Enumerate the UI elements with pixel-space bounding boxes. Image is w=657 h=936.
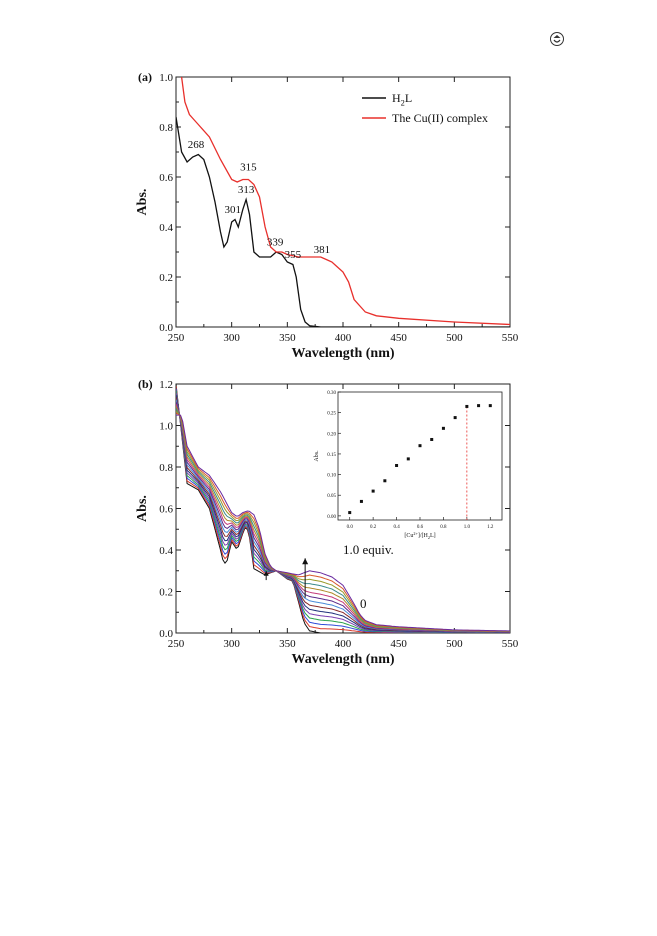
y-tick-label: 0.2 (159, 587, 173, 599)
inset-x-tick-label: 1.2 (487, 525, 494, 530)
arrow-head (302, 558, 309, 565)
y-tick-label: 0.6 (159, 504, 173, 516)
x-tick-label: 350 (279, 638, 296, 650)
inset-y-tick-label: 0.10 (327, 474, 336, 479)
x-tick-label: 500 (446, 638, 463, 650)
inset-data-point (395, 463, 399, 467)
plot-group: 250 300 350 400 450 500 550 0.0 0.2 0.4 0.6 0.8 1.0 1… (135, 377, 519, 667)
plot-group: 250 300 350 400 450 500 550 0.0 0.2 0.4 0.6 0.8 1.0 (… (135, 70, 519, 361)
x-tick-label: 300 (223, 638, 240, 650)
inset-y-tick-label: 0.30 (327, 391, 336, 396)
x-tick-label: 550 (502, 638, 519, 650)
inset-data-point (418, 444, 422, 448)
x-tick-label: 550 (502, 332, 519, 344)
zero-label: 0 (360, 596, 367, 611)
x-tick-label: 500 (446, 332, 463, 344)
panel-label: (b) (138, 377, 153, 391)
y-tick-label: 0.6 (159, 172, 173, 184)
x-tick-label: 450 (390, 638, 407, 650)
peak-label: 355 (285, 249, 302, 261)
series-line-cu-complex (180, 77, 510, 326)
inset-frame (337, 391, 503, 521)
y-tick-label: 0.4 (159, 222, 173, 234)
y-axis-label: Abs. (135, 495, 150, 522)
inset-x-tick-label: 0.4 (393, 525, 400, 530)
x-tick-label: 450 (390, 332, 407, 344)
inset-y-tick-label: 0.00 (327, 515, 336, 520)
legend-label: The Cu(II) complex (392, 111, 488, 125)
y-tick-label: 1.0 (159, 421, 173, 433)
inset-data-point (441, 426, 445, 430)
x-tick-label: 350 (279, 332, 296, 344)
peak-label: 301 (225, 204, 242, 216)
inset-y-tick-label: 0.25 (327, 412, 336, 417)
recycle-logo-icon (550, 32, 564, 46)
x-tick-label: 400 (335, 332, 352, 344)
inset-data-point (453, 416, 457, 420)
inset-x-tick-label: 0.8 (440, 525, 447, 530)
y-tick-label: 0.4 (159, 545, 173, 557)
y-axis-label: Abs. (135, 189, 150, 216)
peak-label: 381 (314, 244, 331, 256)
inset-data-point (488, 404, 492, 408)
inset-data-point (430, 437, 434, 441)
inset-data-point (477, 404, 481, 408)
peak-label: 268 (188, 139, 205, 151)
arrow-head-small (263, 570, 269, 576)
inset-y-tick-label: 0.15 (327, 453, 336, 458)
inset-data-point (359, 499, 363, 503)
inset-x-tick-label: 1.0 (464, 525, 471, 530)
x-tick-label: 250 (168, 332, 185, 344)
y-tick-label: 0.8 (159, 122, 173, 134)
titration-line (176, 384, 510, 633)
inset-data-point (348, 511, 352, 515)
x-tick-label: 400 (335, 638, 352, 650)
inset-x-tick-label: 0.2 (370, 525, 377, 530)
inset-x-tick-label: 0.0 (347, 525, 354, 530)
equiv-label: 1.0 equiv. (343, 542, 394, 557)
inset-data-point (383, 479, 387, 483)
y-tick-label: 0.0 (159, 628, 173, 640)
x-axis-label: Wavelength (nm) (291, 346, 394, 361)
panel-label: (a) (138, 70, 152, 84)
y-tick-label: 0.8 (159, 462, 173, 474)
peak-label: 339 (267, 237, 284, 249)
inset-y-tick-label: 0.05 (327, 494, 336, 499)
inset-y-tick-label: 0.20 (327, 432, 336, 437)
x-axis-label: Wavelength (nm) (291, 652, 394, 667)
inset-x-tick-label: 0.6 (417, 525, 424, 530)
y-tick-label: 0.0 (159, 322, 173, 334)
y-tick-label: 0.2 (159, 272, 173, 284)
inset-data-point (371, 489, 375, 493)
y-tick-label: 1.2 (159, 379, 173, 391)
peak-label: 315 (240, 162, 257, 174)
y-tick-label: 1.0 (159, 72, 173, 84)
inset-data-point (465, 404, 469, 408)
inset-x-axis-label: [Cu2+​]/[H2​L] (404, 531, 435, 540)
series-line-h2l (176, 116, 510, 327)
legend-label: H2​L (392, 91, 412, 108)
inset-data-point (406, 457, 410, 461)
peak-label: 313 (238, 184, 255, 196)
x-tick-label: 250 (168, 638, 185, 650)
inset-y-axis-label: Abs. (314, 450, 320, 462)
titration-line (176, 414, 510, 632)
x-tick-label: 300 (223, 332, 240, 344)
